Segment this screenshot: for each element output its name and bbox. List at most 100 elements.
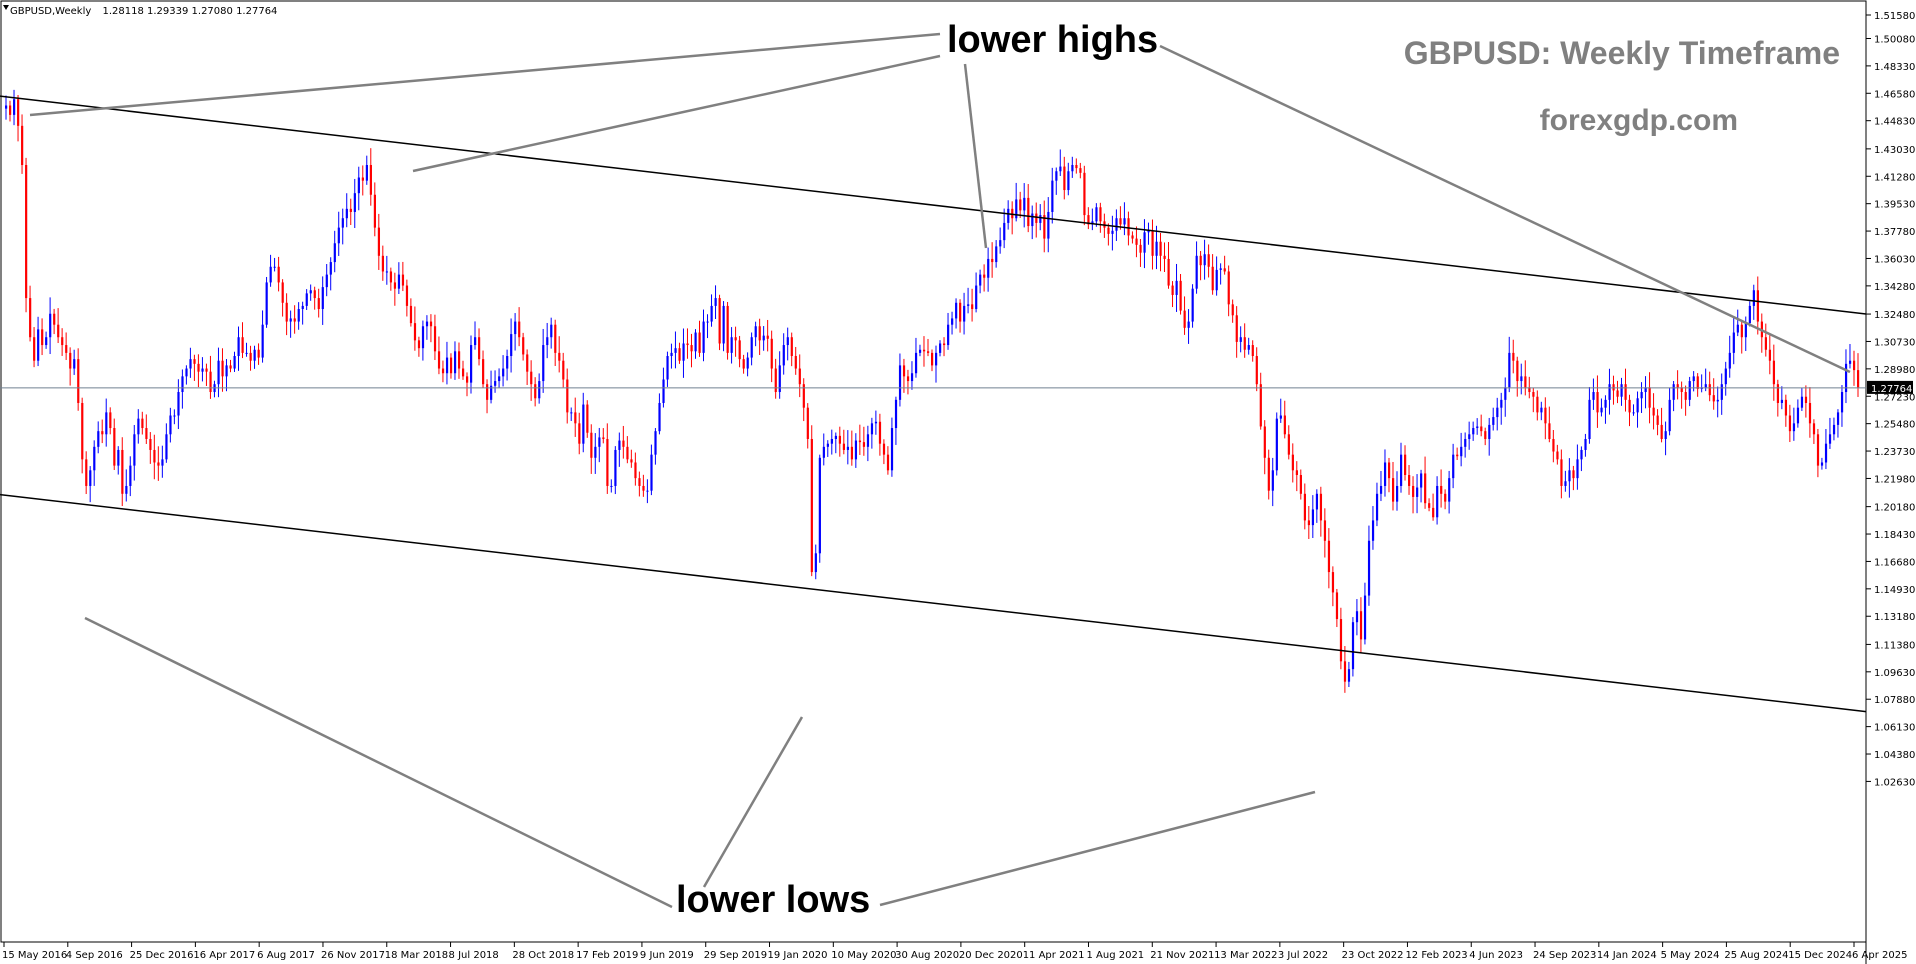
- candle-body: [293, 318, 296, 322]
- candle-body: [1440, 485, 1443, 494]
- candle-body: [1371, 520, 1375, 541]
- candle-body: [622, 440, 625, 447]
- candle-body: [506, 356, 509, 369]
- candle-body: [1560, 459, 1563, 486]
- drawing-objects: [0, 32, 1867, 909]
- price-tick-label: 1.16680: [1874, 557, 1915, 568]
- candle-body: [746, 357, 749, 369]
- candle-body: [1648, 387, 1651, 408]
- candle-body: [1219, 268, 1222, 270]
- candle-body: [638, 478, 641, 486]
- price-tick-label: 1.50080: [1874, 34, 1915, 45]
- candle-body: [1828, 434, 1832, 444]
- candle-body: [1051, 180, 1054, 212]
- candle-body: [1007, 208, 1010, 223]
- annotation-lower-highs: lower highs: [947, 19, 1158, 61]
- candle-body: [854, 440, 858, 460]
- candle-body: [686, 343, 689, 346]
- candle-body: [1696, 376, 1699, 389]
- candle-body: [558, 352, 561, 361]
- candle-body: [610, 485, 613, 487]
- candle-body: [862, 442, 866, 447]
- candle-body: [1472, 428, 1475, 435]
- candle-body: [522, 337, 525, 355]
- candle-body: [1816, 434, 1820, 466]
- candle-body: [802, 384, 805, 408]
- candle-body: [1636, 398, 1639, 413]
- candle-body: [918, 349, 922, 353]
- chart-title: GBPUSD: Weekly Timeframe: [1404, 35, 1840, 71]
- candle-body: [133, 434, 136, 466]
- candle-body: [794, 356, 797, 369]
- time-tick-label: 19 Jan 2020: [768, 950, 828, 961]
- annotation-pointer-line[interactable]: [879, 790, 1316, 907]
- candle-body: [325, 274, 328, 288]
- upper-channel-line[interactable]: [0, 95, 1867, 315]
- current-price-tag: [1867, 380, 1913, 394]
- candle-body: [1572, 470, 1575, 479]
- collapse-arrow-icon[interactable]: [3, 5, 9, 10]
- time-tick-label: 20 Dec 2020: [959, 950, 1023, 961]
- candle-body: [1375, 493, 1379, 521]
- candle-body: [1075, 164, 1078, 169]
- price-tick-label: 1.48330: [1874, 62, 1915, 73]
- candle-body: [433, 326, 437, 352]
- candle-body: [353, 193, 356, 212]
- time-tick-label: 14 Jan 2024: [1597, 950, 1657, 961]
- candle-body: [5, 105, 8, 109]
- candle-body: [185, 368, 188, 377]
- candle-body: [1027, 197, 1030, 227]
- candle-body: [782, 345, 785, 366]
- price-tick-label: 1.20180: [1874, 503, 1915, 514]
- candle-body: [1452, 454, 1455, 479]
- candle-body: [341, 218, 344, 228]
- candle-body: [474, 337, 477, 346]
- candle-body: [1856, 370, 1860, 388]
- candle-body: [65, 345, 68, 353]
- annotation-pointer-line[interactable]: [84, 616, 673, 909]
- candle-body: [41, 329, 44, 346]
- candle-body: [814, 553, 817, 573]
- chart-header: GBPUSD,Weekly 1.28118 1.29339 1.27080 1.…: [10, 6, 277, 17]
- candle-body: [1043, 215, 1046, 239]
- candle-body: [25, 164, 28, 299]
- candle-body: [1428, 503, 1431, 508]
- candle-body: [1436, 485, 1439, 518]
- annotation-pointer-line[interactable]: [963, 63, 988, 249]
- candle-body: [730, 337, 733, 353]
- candle-body: [1628, 399, 1631, 413]
- candle-body: [758, 326, 761, 341]
- annotation-pointer-line[interactable]: [702, 716, 804, 888]
- candle-body: [790, 337, 793, 357]
- candle-body: [1295, 470, 1298, 476]
- candle-body: [590, 432, 593, 458]
- annotation-pointer-line[interactable]: [412, 54, 941, 173]
- candle-body: [1792, 423, 1796, 432]
- candle-body: [1584, 438, 1587, 450]
- candle-body: [421, 326, 425, 349]
- candle-body: [1135, 238, 1138, 245]
- candle-body: [1259, 384, 1262, 427]
- time-tick-label: 29 Sep 2019: [704, 950, 767, 961]
- candle-body: [1680, 387, 1683, 393]
- time-tick-label: 12 Feb 2023: [1405, 950, 1467, 961]
- candle-body: [1588, 399, 1591, 439]
- candle-body: [971, 304, 974, 310]
- lower-channel-line[interactable]: [0, 493, 1867, 713]
- ohlc-readout: 1.28118 1.29339 1.27080 1.27764: [102, 6, 277, 17]
- candle-body: [670, 352, 673, 357]
- candle-body: [542, 345, 545, 382]
- candle-body: [1836, 412, 1840, 425]
- candle-body: [806, 407, 809, 439]
- candle-body: [409, 305, 413, 324]
- candle-body: [951, 318, 954, 325]
- price-tick-label: 1.18430: [1874, 530, 1915, 541]
- annotation-pointer-line[interactable]: [29, 32, 941, 117]
- price-tick-label: 1.21980: [1874, 474, 1915, 485]
- candle-body: [642, 485, 645, 491]
- candle-body: [305, 293, 308, 306]
- candle-body: [1287, 434, 1290, 455]
- candle-body: [706, 321, 709, 323]
- candle-body: [165, 434, 168, 460]
- annotation-pointer-line[interactable]: [1159, 44, 1851, 374]
